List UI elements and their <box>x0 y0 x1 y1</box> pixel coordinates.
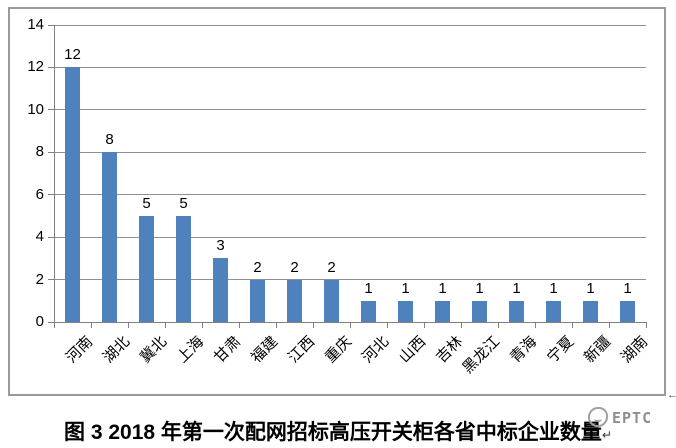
y-axis-tick-label: 2 <box>35 270 44 288</box>
bar-value-label: 1 <box>512 279 521 297</box>
bar <box>176 215 191 322</box>
bar <box>509 300 524 322</box>
x-category-label: 湖南 <box>618 333 652 367</box>
y-axis-tick-label: 6 <box>35 185 44 203</box>
x-axis-tick <box>534 322 536 328</box>
y-axis-tick <box>48 194 55 196</box>
bar <box>287 279 302 322</box>
line-break-mark-after-caption: ↵ <box>601 428 612 442</box>
gridline <box>54 194 646 196</box>
x-axis-tick <box>90 322 92 328</box>
y-axis-tick-label: 12 <box>27 58 44 76</box>
bar-value-label: 2 <box>327 258 336 276</box>
line-break-mark-after-chart: ← <box>667 389 676 401</box>
x-axis-tick <box>571 322 573 328</box>
bar <box>213 258 228 322</box>
x-axis-tick <box>164 322 166 328</box>
bar-value-label: 1 <box>475 279 484 297</box>
y-axis-tick <box>48 66 55 68</box>
x-axis-tick <box>423 322 425 328</box>
x-category-label: 福建 <box>248 333 282 367</box>
y-axis-tick <box>48 321 55 323</box>
y-axis-tick <box>48 236 55 238</box>
y-axis-tick <box>48 109 55 111</box>
x-axis-tick <box>645 322 647 328</box>
x-axis-tick <box>275 322 277 328</box>
x-category-label: 江西 <box>285 333 319 367</box>
x-category-label: 冀北 <box>137 333 171 367</box>
bar-value-label: 8 <box>105 131 114 149</box>
x-category-label: 宁夏 <box>544 333 578 367</box>
bar <box>546 300 561 322</box>
x-category-label: 青海 <box>507 333 541 367</box>
eptc-logo-text: EPTC <box>612 409 653 427</box>
x-axis-tick <box>312 322 314 328</box>
bar <box>620 300 635 322</box>
y-axis-tick-label: 10 <box>27 100 44 118</box>
x-axis-tick <box>349 322 351 328</box>
figure-caption-text: 图 3 2018 年第一次配网招标高压开关柜各省中标企业数量 <box>64 421 602 444</box>
eptc-logo-icon <box>588 407 608 427</box>
eptc-logo: EPTC <box>586 404 676 432</box>
x-axis-tick <box>386 322 388 328</box>
x-category-label: 上海 <box>174 333 208 367</box>
x-axis-tick <box>497 322 499 328</box>
bar <box>324 279 339 322</box>
bar <box>139 215 154 322</box>
gridline <box>54 279 646 281</box>
bar-value-label: 1 <box>401 279 410 297</box>
bar-value-label: 5 <box>142 194 151 212</box>
x-axis-tick <box>201 322 203 328</box>
x-axis-tick <box>127 322 129 328</box>
x-category-label: 河北 <box>359 333 393 367</box>
bar-value-label: 3 <box>216 237 225 255</box>
bar-value-label: 2 <box>290 258 299 276</box>
bar <box>102 152 117 322</box>
y-axis-tick <box>48 151 55 153</box>
bar <box>361 300 376 322</box>
bar <box>250 279 265 322</box>
gridline <box>54 24 646 26</box>
y-axis-tick-label: 4 <box>35 228 44 246</box>
y-axis-tick-label: 8 <box>35 143 44 161</box>
bar-value-label: 1 <box>438 279 447 297</box>
chart-frame <box>8 7 666 396</box>
y-axis-line <box>53 25 55 322</box>
x-category-label: 甘肃 <box>211 333 245 367</box>
x-axis-tick <box>238 322 240 328</box>
bar-value-label: 1 <box>623 279 632 297</box>
gridline <box>54 151 646 153</box>
x-category-label: 新疆 <box>581 333 615 367</box>
bar-value-label: 1 <box>549 279 558 297</box>
bar <box>583 300 598 322</box>
x-axis-tick <box>460 322 462 328</box>
y-axis-tick <box>48 279 55 281</box>
bar-value-label: 1 <box>364 279 373 297</box>
bar-value-label: 12 <box>64 46 81 64</box>
x-category-label: 山西 <box>396 333 430 367</box>
bar <box>472 300 487 322</box>
gridline <box>54 109 646 111</box>
bar-value-label: 1 <box>586 279 595 297</box>
y-axis-tick <box>48 24 55 26</box>
x-axis-tick <box>608 322 610 328</box>
x-category-label: 河南 <box>63 333 97 367</box>
bar <box>435 300 450 322</box>
x-category-label: 黑龙江 <box>459 333 504 377</box>
gridline <box>54 236 646 238</box>
y-axis-tick-label: 0 <box>35 313 44 330</box>
y-axis-tick-label: 14 <box>27 16 44 33</box>
x-category-label: 湖北 <box>100 333 134 367</box>
figure-caption: 图 3 2018 年第一次配网招标高压开关柜各省中标企业数量↵ <box>0 416 676 446</box>
bar-value-label: 2 <box>253 258 262 276</box>
x-category-label: 重庆 <box>322 333 356 367</box>
bar <box>398 300 413 322</box>
gridline <box>54 66 646 68</box>
x-axis-tick <box>53 322 55 328</box>
bar <box>65 67 80 322</box>
bar-value-label: 5 <box>179 194 188 212</box>
